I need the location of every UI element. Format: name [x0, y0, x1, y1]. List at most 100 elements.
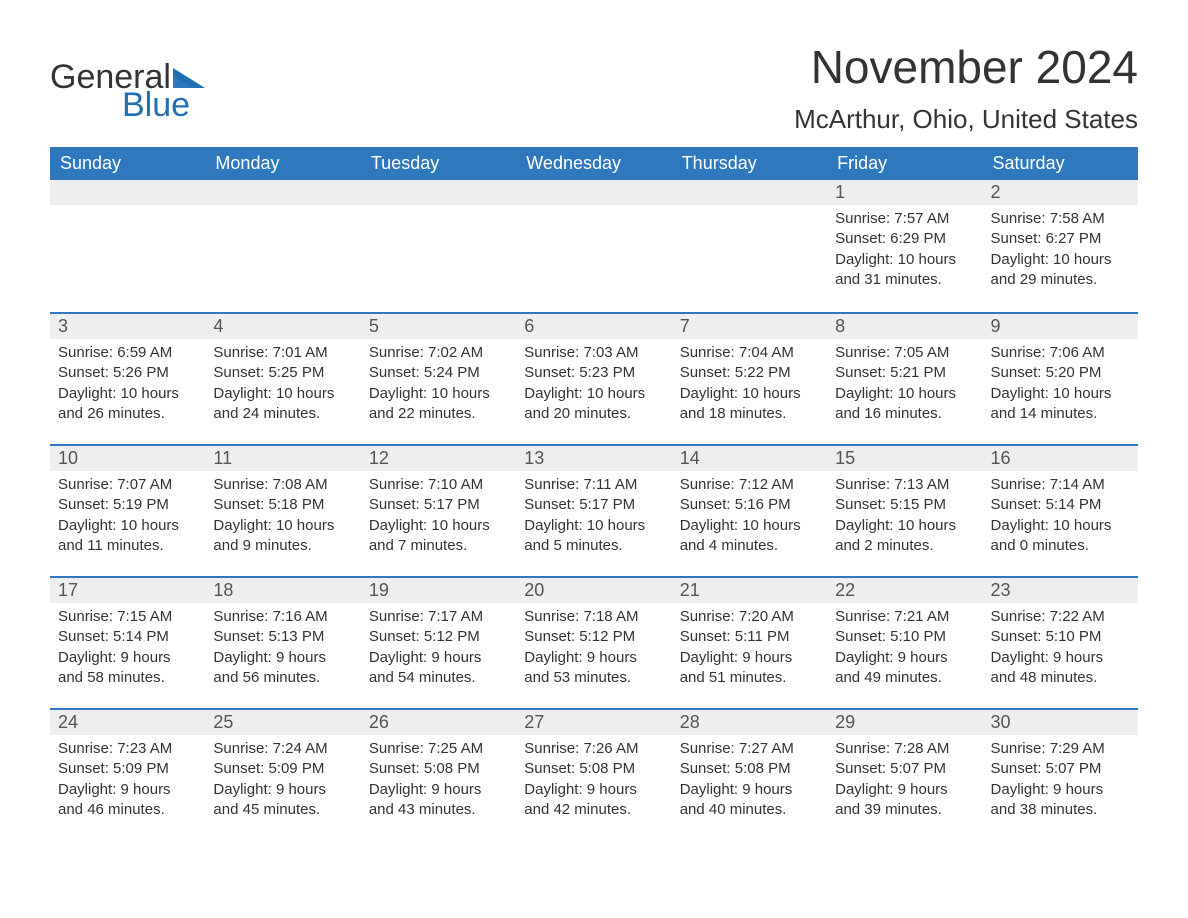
sunrise-text: Sunrise: 7:20 AM — [680, 607, 819, 627]
sunrise-text: Sunrise: 7:23 AM — [58, 739, 197, 759]
calendar-day-cell: 3Sunrise: 6:59 AMSunset: 5:26 PMDaylight… — [50, 312, 205, 444]
calendar-day-cell: 25Sunrise: 7:24 AMSunset: 5:09 PMDayligh… — [205, 708, 360, 840]
daylight-text: and 38 minutes. — [991, 800, 1130, 820]
sunset-text: Sunset: 6:29 PM — [835, 229, 974, 249]
day-number: 22 — [827, 576, 982, 603]
day-number: 20 — [516, 576, 671, 603]
day-number: 5 — [361, 312, 516, 339]
calendar-day-cell: 13Sunrise: 7:11 AMSunset: 5:17 PMDayligh… — [516, 444, 671, 576]
weekday-header: Friday — [827, 147, 982, 180]
daylight-text: Daylight: 9 hours — [58, 648, 197, 668]
day-number: 9 — [983, 312, 1138, 339]
daylight-text: Daylight: 10 hours — [835, 250, 974, 270]
day-content: Sunrise: 7:22 AMSunset: 5:10 PMDaylight:… — [983, 603, 1138, 696]
daylight-text: and 56 minutes. — [213, 668, 352, 688]
daylight-text: Daylight: 9 hours — [991, 648, 1130, 668]
sunset-text: Sunset: 5:23 PM — [524, 363, 663, 383]
daylight-text: and 20 minutes. — [524, 404, 663, 424]
calendar-day-cell — [672, 180, 827, 312]
sunset-text: Sunset: 5:26 PM — [58, 363, 197, 383]
daylight-text: and 31 minutes. — [835, 270, 974, 290]
calendar-table: Sunday Monday Tuesday Wednesday Thursday… — [50, 147, 1138, 840]
sunrise-text: Sunrise: 7:12 AM — [680, 475, 819, 495]
daylight-text: Daylight: 9 hours — [680, 648, 819, 668]
day-number: 8 — [827, 312, 982, 339]
daylight-text: and 5 minutes. — [524, 536, 663, 556]
daylight-text: Daylight: 10 hours — [524, 384, 663, 404]
daylight-text: and 45 minutes. — [213, 800, 352, 820]
calendar-day-cell: 18Sunrise: 7:16 AMSunset: 5:13 PMDayligh… — [205, 576, 360, 708]
daylight-text: Daylight: 10 hours — [58, 516, 197, 536]
sunrise-text: Sunrise: 7:13 AM — [835, 475, 974, 495]
sunset-text: Sunset: 5:14 PM — [991, 495, 1130, 515]
daylight-text: and 4 minutes. — [680, 536, 819, 556]
daylight-text: Daylight: 9 hours — [680, 780, 819, 800]
day-number: 19 — [361, 576, 516, 603]
daylight-text: and 54 minutes. — [369, 668, 508, 688]
day-number: 15 — [827, 444, 982, 471]
day-number: 29 — [827, 708, 982, 735]
calendar-day-cell: 11Sunrise: 7:08 AMSunset: 5:18 PMDayligh… — [205, 444, 360, 576]
calendar-day-cell: 30Sunrise: 7:29 AMSunset: 5:07 PMDayligh… — [983, 708, 1138, 840]
calendar-day-cell: 19Sunrise: 7:17 AMSunset: 5:12 PMDayligh… — [361, 576, 516, 708]
sunrise-text: Sunrise: 7:03 AM — [524, 343, 663, 363]
sunrise-text: Sunrise: 7:58 AM — [991, 209, 1130, 229]
sunrise-text: Sunrise: 7:10 AM — [369, 475, 508, 495]
day-content: Sunrise: 7:01 AMSunset: 5:25 PMDaylight:… — [205, 339, 360, 432]
sunset-text: Sunset: 5:07 PM — [835, 759, 974, 779]
daylight-text: Daylight: 9 hours — [835, 648, 974, 668]
weekday-header: Thursday — [672, 147, 827, 180]
day-number: 1 — [827, 180, 982, 205]
calendar-day-cell: 29Sunrise: 7:28 AMSunset: 5:07 PMDayligh… — [827, 708, 982, 840]
sunset-text: Sunset: 5:14 PM — [58, 627, 197, 647]
month-title: November 2024 — [794, 40, 1138, 94]
day-number: 25 — [205, 708, 360, 735]
daylight-text: Daylight: 9 hours — [524, 780, 663, 800]
calendar-day-cell: 15Sunrise: 7:13 AMSunset: 5:15 PMDayligh… — [827, 444, 982, 576]
calendar-day-cell — [50, 180, 205, 312]
logo-blue-text: Blue — [122, 88, 205, 122]
sunrise-text: Sunrise: 7:15 AM — [58, 607, 197, 627]
daylight-text: and 42 minutes. — [524, 800, 663, 820]
daylight-text: Daylight: 9 hours — [991, 780, 1130, 800]
empty-day-header — [50, 180, 205, 205]
sunset-text: Sunset: 5:10 PM — [835, 627, 974, 647]
calendar-day-cell: 7Sunrise: 7:04 AMSunset: 5:22 PMDaylight… — [672, 312, 827, 444]
daylight-text: Daylight: 10 hours — [524, 516, 663, 536]
day-number: 28 — [672, 708, 827, 735]
day-content: Sunrise: 7:25 AMSunset: 5:08 PMDaylight:… — [361, 735, 516, 828]
calendar-day-cell: 24Sunrise: 7:23 AMSunset: 5:09 PMDayligh… — [50, 708, 205, 840]
sunrise-text: Sunrise: 7:18 AM — [524, 607, 663, 627]
sunrise-text: Sunrise: 7:25 AM — [369, 739, 508, 759]
daylight-text: Daylight: 10 hours — [991, 250, 1130, 270]
sunset-text: Sunset: 5:11 PM — [680, 627, 819, 647]
calendar-day-cell: 9Sunrise: 7:06 AMSunset: 5:20 PMDaylight… — [983, 312, 1138, 444]
day-content: Sunrise: 7:24 AMSunset: 5:09 PMDaylight:… — [205, 735, 360, 828]
calendar-day-cell: 23Sunrise: 7:22 AMSunset: 5:10 PMDayligh… — [983, 576, 1138, 708]
sunrise-text: Sunrise: 7:17 AM — [369, 607, 508, 627]
day-content: Sunrise: 7:29 AMSunset: 5:07 PMDaylight:… — [983, 735, 1138, 828]
header: General Blue November 2024 McArthur, Ohi… — [50, 40, 1138, 135]
sunrise-text: Sunrise: 7:57 AM — [835, 209, 974, 229]
sunset-text: Sunset: 5:13 PM — [213, 627, 352, 647]
sunset-text: Sunset: 5:09 PM — [58, 759, 197, 779]
empty-day-header — [516, 180, 671, 205]
daylight-text: Daylight: 10 hours — [369, 384, 508, 404]
day-content: Sunrise: 7:21 AMSunset: 5:10 PMDaylight:… — [827, 603, 982, 696]
weekday-header: Tuesday — [361, 147, 516, 180]
sunrise-text: Sunrise: 7:06 AM — [991, 343, 1130, 363]
calendar-day-cell: 5Sunrise: 7:02 AMSunset: 5:24 PMDaylight… — [361, 312, 516, 444]
calendar-day-cell: 10Sunrise: 7:07 AMSunset: 5:19 PMDayligh… — [50, 444, 205, 576]
day-content: Sunrise: 7:10 AMSunset: 5:17 PMDaylight:… — [361, 471, 516, 564]
day-number: 14 — [672, 444, 827, 471]
sunrise-text: Sunrise: 7:07 AM — [58, 475, 197, 495]
calendar-day-cell — [516, 180, 671, 312]
daylight-text: Daylight: 10 hours — [680, 516, 819, 536]
logo: General Blue — [50, 40, 205, 122]
calendar-day-cell: 2Sunrise: 7:58 AMSunset: 6:27 PMDaylight… — [983, 180, 1138, 312]
day-number: 30 — [983, 708, 1138, 735]
day-number: 18 — [205, 576, 360, 603]
calendar-day-cell: 12Sunrise: 7:10 AMSunset: 5:17 PMDayligh… — [361, 444, 516, 576]
calendar-day-cell — [361, 180, 516, 312]
day-number: 21 — [672, 576, 827, 603]
